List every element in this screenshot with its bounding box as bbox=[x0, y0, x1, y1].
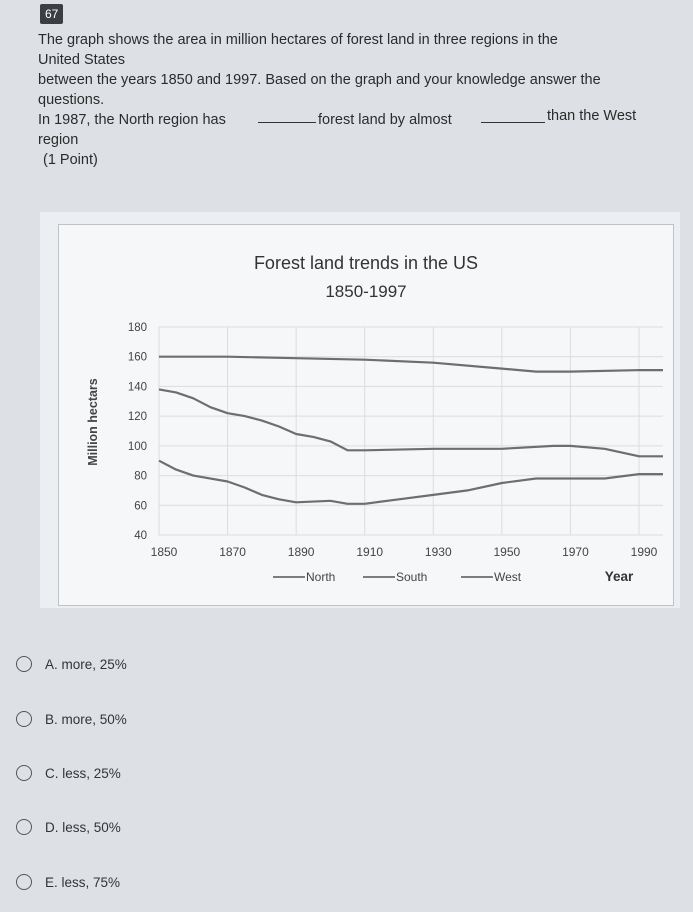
y-tick-label: 100 bbox=[128, 441, 147, 453]
question-line-3: between the years 1850 and 1997. Based o… bbox=[38, 72, 601, 88]
y-tick-label: 120 bbox=[128, 411, 147, 423]
fill-in-sentence: In 1987, the North region has forest lan… bbox=[38, 108, 678, 130]
question-line-1: The graph shows the area in million hect… bbox=[38, 32, 558, 48]
x-tick-label: 1930 bbox=[425, 545, 452, 559]
y-tick-label: 160 bbox=[128, 352, 147, 364]
x-axis-label: Year bbox=[605, 569, 634, 584]
option-e[interactable]: E. less, 75% bbox=[16, 870, 120, 894]
option-b[interactable]: B. more, 50% bbox=[16, 707, 127, 731]
option-label: A. more, 25% bbox=[45, 656, 127, 672]
question-line-2: United States bbox=[38, 52, 126, 68]
option-label: B. more, 50% bbox=[45, 711, 127, 727]
fill-part-2: forest land by almost bbox=[318, 112, 452, 128]
x-tick-label: 1870 bbox=[219, 545, 246, 559]
legend-label-west: West bbox=[494, 570, 522, 584]
question-line-4: questions. bbox=[38, 92, 105, 108]
y-tick-label: 40 bbox=[134, 530, 147, 542]
y-tick-label: 140 bbox=[128, 381, 147, 393]
x-tick-label: 1850 bbox=[151, 545, 178, 559]
radio-icon[interactable] bbox=[16, 874, 32, 890]
question-text: The graph shows the area in million hect… bbox=[38, 30, 678, 170]
points-label: (1 Point) bbox=[43, 152, 98, 168]
fill-part-3: than the West bbox=[547, 108, 637, 124]
option-c[interactable]: C. less, 25% bbox=[16, 761, 121, 785]
x-tick-label: 1990 bbox=[631, 545, 658, 559]
x-tick-label: 1890 bbox=[288, 545, 315, 559]
option-label: D. less, 50% bbox=[45, 819, 121, 835]
series-line-lower bbox=[158, 459, 663, 505]
x-tick-label: 1970 bbox=[562, 545, 589, 559]
y-tick-label: 80 bbox=[134, 471, 147, 483]
question-number: 67 bbox=[40, 4, 64, 24]
radio-icon[interactable] bbox=[16, 819, 32, 835]
question-line-6: region bbox=[38, 132, 79, 148]
option-label: C. less, 25% bbox=[45, 765, 121, 781]
radio-icon[interactable] bbox=[16, 711, 32, 727]
answer-blank-2 bbox=[481, 110, 545, 123]
chart-image: Forest land trends in the US 1850-1997 M… bbox=[40, 212, 680, 608]
radio-icon[interactable] bbox=[16, 656, 32, 672]
x-tick-label: 1950 bbox=[494, 545, 521, 559]
legend-label-north: North bbox=[306, 570, 335, 584]
chart-frame: Forest land trends in the US 1850-1997 M… bbox=[58, 224, 674, 606]
radio-icon[interactable] bbox=[16, 765, 32, 781]
x-tick-label: 1910 bbox=[356, 545, 383, 559]
y-tick-label: 60 bbox=[134, 500, 147, 512]
answer-blank-1 bbox=[258, 110, 316, 123]
y-axis-label: Million hectars bbox=[86, 378, 100, 466]
series-line-middle bbox=[158, 388, 663, 458]
fill-part-1: In 1987, the North region has bbox=[38, 112, 226, 128]
option-a[interactable]: A. more, 25% bbox=[16, 652, 127, 676]
legend-label-south: South bbox=[396, 570, 427, 584]
series-line-upper bbox=[159, 355, 663, 373]
y-tick-label: 180 bbox=[128, 322, 147, 334]
chart-title: Forest land trends in the US bbox=[254, 253, 478, 273]
option-label: E. less, 75% bbox=[45, 874, 121, 890]
forest-land-chart: Forest land trends in the US 1850-1997 M… bbox=[86, 253, 663, 584]
chart-subtitle: 1850-1997 bbox=[325, 282, 406, 301]
option-d[interactable]: D. less, 50% bbox=[16, 815, 121, 839]
